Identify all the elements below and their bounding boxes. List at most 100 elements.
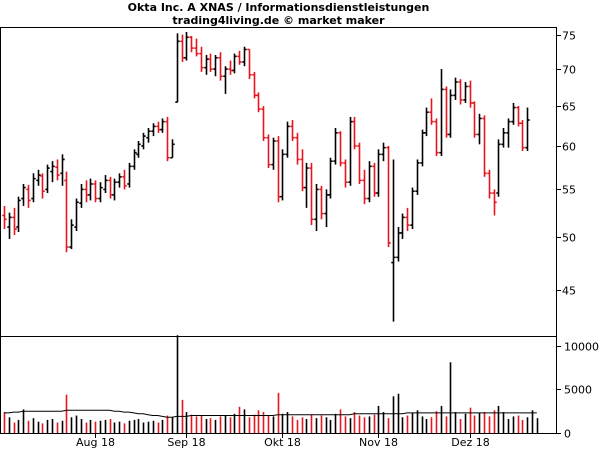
- ohlc-bar: [103, 175, 108, 194]
- ohlc-bar: [184, 31, 189, 61]
- ohlc-bar: [396, 227, 401, 262]
- ohlc-bar: [487, 169, 492, 199]
- ohlc-bar: [175, 33, 180, 104]
- ohlc-bar: [343, 159, 348, 188]
- ohlc-bar: [64, 171, 69, 253]
- price-tick-label: 70: [562, 64, 576, 77]
- ohlc-bar: [520, 120, 525, 151]
- ohlc-bar: [112, 178, 117, 201]
- ohlc-bar: [108, 176, 113, 199]
- ohlc-bar: [16, 196, 21, 232]
- ohlc-bar: [26, 184, 31, 208]
- ohlc-bar: [156, 121, 161, 133]
- ohlc-bar: [223, 66, 228, 94]
- ohlc-bar: [420, 129, 425, 167]
- ohlc-bar: [127, 162, 132, 188]
- ohlc-bar: [218, 52, 223, 81]
- price-axis: 75 70 65 60 55 50 45: [556, 30, 576, 298]
- ohlc-bar: [439, 69, 444, 157]
- ohlc-bar: [463, 82, 468, 103]
- price-tick-label: 55: [562, 184, 576, 197]
- ohlc-bar: [45, 164, 50, 194]
- ohlc-bar: [208, 53, 213, 72]
- ohlc-bar: [348, 116, 353, 186]
- volume-tick-label: 0: [564, 428, 571, 441]
- ohlc-bar: [525, 107, 530, 151]
- ohlc-bar: [194, 38, 199, 57]
- ohlc-bar: [381, 142, 386, 162]
- ohlc-bar: [170, 139, 175, 159]
- ohlc-bar: [88, 178, 93, 201]
- ohlc-bar: [295, 132, 300, 165]
- ohlc-bar: [492, 189, 497, 216]
- volume-panel-frame: [0, 336, 557, 434]
- ohlc-bar: [242, 46, 247, 67]
- ohlc-bar: [400, 213, 405, 239]
- ohlc-bar: [386, 145, 391, 248]
- ohlc-bar: [69, 219, 74, 250]
- ohlc-bar: [146, 128, 151, 143]
- ohlc-bar: [117, 173, 122, 188]
- ohlc-bar: [468, 80, 473, 108]
- ohlc-bar: [2, 206, 7, 230]
- ohlc-bar: [319, 185, 324, 220]
- ohlc-bar: [55, 159, 60, 181]
- price-bars: [2, 31, 530, 322]
- ohlc-bar: [84, 180, 89, 203]
- ohlc-bar: [261, 106, 266, 142]
- ohlc-bar: [338, 131, 343, 167]
- ohlc-bar: [448, 89, 453, 138]
- ohlc-bar: [252, 71, 257, 99]
- price-tick-label: 75: [562, 30, 576, 43]
- ohlc-bar: [50, 161, 55, 183]
- ohlc-bar: [21, 183, 26, 207]
- ohlc-bar: [189, 35, 194, 53]
- ohlc-bar: [74, 198, 79, 232]
- ohlc-bar: [309, 162, 314, 226]
- ohlc-bar: [79, 183, 84, 208]
- ohlc-bar: [136, 141, 141, 158]
- ohlc-bar: [285, 121, 290, 158]
- ohlc-bar: [434, 118, 439, 157]
- chart-title: Okta Inc. A XNAS / Informationsdienstlei…: [127, 1, 430, 14]
- ohlc-bar: [31, 173, 36, 203]
- ohlc-bar: [276, 136, 281, 203]
- ohlc-bar: [333, 128, 338, 165]
- ohlc-bar: [40, 173, 45, 199]
- ohlc-bar: [165, 116, 170, 162]
- ohlc-bar: [357, 142, 362, 184]
- ohlc-bar: [122, 169, 127, 190]
- ohlc-bar: [228, 60, 233, 75]
- ohlc-bar: [213, 54, 218, 77]
- price-tick-label: 45: [562, 285, 576, 298]
- ohlc-bar: [410, 187, 415, 230]
- ohlc-bar: [247, 48, 252, 80]
- ohlc-bar: [367, 161, 372, 203]
- ohlc-bar: [429, 98, 434, 125]
- volume-tick-label: 10000: [564, 341, 599, 354]
- ohlc-bar: [290, 120, 295, 142]
- ohlc-bar: [405, 207, 410, 232]
- price-tick-label: 60: [562, 141, 576, 154]
- ohlc-bar: [160, 118, 165, 133]
- month-tick-label: Okt 18: [264, 436, 301, 449]
- ohlc-bar: [362, 169, 367, 205]
- ohlc-bar: [141, 132, 146, 150]
- price-tick-label: 50: [562, 232, 576, 245]
- ohlc-bar: [453, 77, 458, 100]
- ohlc-bar: [458, 79, 463, 105]
- ohlc-bar: [199, 46, 204, 72]
- ohlc-bar: [516, 106, 521, 127]
- ohlc-bar: [352, 116, 357, 150]
- ohlc-bar: [280, 149, 285, 201]
- ohlc-bar: [415, 159, 420, 195]
- ohlc-bar: [304, 162, 309, 208]
- ohlc-bar: [444, 86, 449, 138]
- ohlc-bar: [328, 157, 333, 199]
- volume-axis: 10000 5000 0: [556, 341, 599, 441]
- ohlc-bar: [477, 113, 482, 145]
- ohlc-bar: [496, 139, 501, 197]
- volume-average-line: [4, 409, 537, 418]
- ohlc-bar: [180, 34, 185, 62]
